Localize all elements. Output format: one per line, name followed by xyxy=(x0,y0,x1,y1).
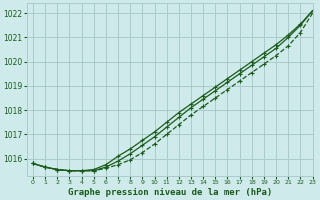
X-axis label: Graphe pression niveau de la mer (hPa): Graphe pression niveau de la mer (hPa) xyxy=(68,188,272,197)
